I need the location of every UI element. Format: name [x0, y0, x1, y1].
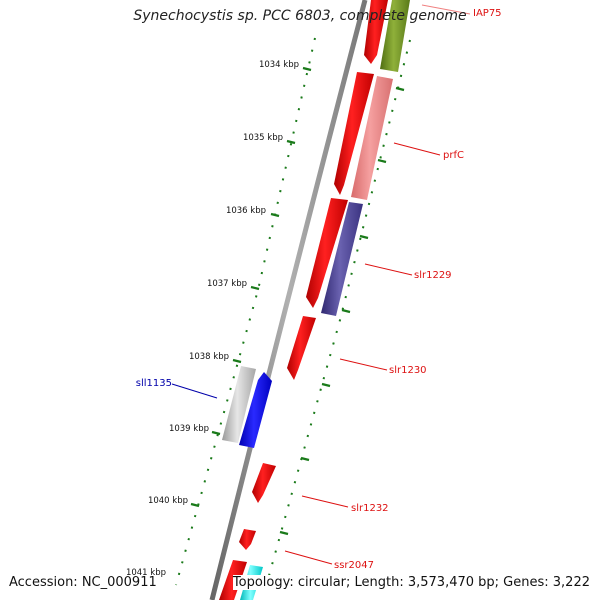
- outer-tick-2: [377, 158, 387, 164]
- leader-ssr2047: [284, 550, 333, 565]
- cds-ssr2047[interactable]: [239, 529, 256, 550]
- leader-sll1135: [171, 383, 218, 399]
- major-ticks: [190, 66, 405, 536]
- genome-backbone: [209, 0, 368, 600]
- cds-slr1229-red[interactable]: [306, 198, 348, 308]
- scale-label: 1038 kbp: [189, 352, 229, 362]
- scale-label: 1040 kbp: [148, 496, 188, 506]
- tick-1035: [286, 139, 296, 145]
- leader-slr1230: [339, 358, 388, 371]
- leader-slr1229: [364, 263, 413, 276]
- outer-tick-7: [279, 530, 289, 536]
- gene-label-sll1135[interactable]: sll1135: [136, 378, 172, 389]
- inner-tick-track: [175, 37, 316, 586]
- gene-label-ssr2047[interactable]: ssr2047: [334, 560, 374, 571]
- scale-label: 1036 kbp: [226, 206, 266, 216]
- gene-label-prfc[interactable]: prfC: [443, 150, 464, 161]
- cds-sll1135-gray[interactable]: [222, 366, 256, 443]
- tick-1038: [232, 358, 242, 364]
- leader-slr1232: [301, 495, 349, 508]
- outer-tick-6: [300, 456, 310, 462]
- tick-1036: [270, 212, 280, 218]
- tick-1037: [250, 285, 260, 291]
- scale-label: 1039 kbp: [169, 424, 209, 434]
- outer-tick-3: [359, 234, 369, 240]
- cds-slr1232[interactable]: [252, 463, 276, 503]
- reverse-cds-track: [222, 366, 272, 448]
- cds-sll1135[interactable]: [239, 372, 272, 448]
- cds-iap75-olive[interactable]: [380, 0, 410, 72]
- gene-label-slr1232[interactable]: slr1232: [351, 503, 389, 514]
- cds-iap75[interactable]: [364, 0, 388, 64]
- cds-slr1229-slate[interactable]: [321, 202, 363, 316]
- outer-tick-4: [341, 308, 351, 314]
- gene-label-slr1230[interactable]: slr1230: [389, 365, 427, 376]
- cds-slr1230[interactable]: [287, 316, 316, 380]
- topology-label: Topology: circular; Length: 3,573,470 bp…: [232, 575, 590, 590]
- map-title: Synechocystis sp. PCC 6803, complete gen…: [133, 8, 467, 24]
- tick-1034: [302, 66, 312, 72]
- gene-label-slr1229[interactable]: slr1229: [414, 270, 452, 281]
- scale-label: 1037 kbp: [207, 279, 247, 289]
- cds-prfc-pink[interactable]: [351, 76, 393, 200]
- scale-ticks: [175, 37, 411, 591]
- leader-prfc: [393, 142, 441, 156]
- scale-label: 1035 kbp: [243, 133, 283, 143]
- cds-prfc-red[interactable]: [334, 72, 374, 195]
- second-cds-track: [240, 0, 410, 600]
- leader-iap75: [421, 4, 471, 15]
- tick-1039: [211, 430, 221, 436]
- outer-tick-5: [321, 382, 331, 388]
- scale-label: 1041 kbp: [126, 568, 166, 578]
- outer-tick-1: [395, 86, 405, 92]
- gene-label-iap75[interactable]: IAP75: [473, 8, 502, 19]
- tick-1040: [190, 502, 200, 508]
- scale-label: 1034 kbp: [259, 60, 299, 70]
- outer-tick-track: [264, 39, 411, 591]
- accession-label: Accession: NC_000911: [9, 575, 157, 590]
